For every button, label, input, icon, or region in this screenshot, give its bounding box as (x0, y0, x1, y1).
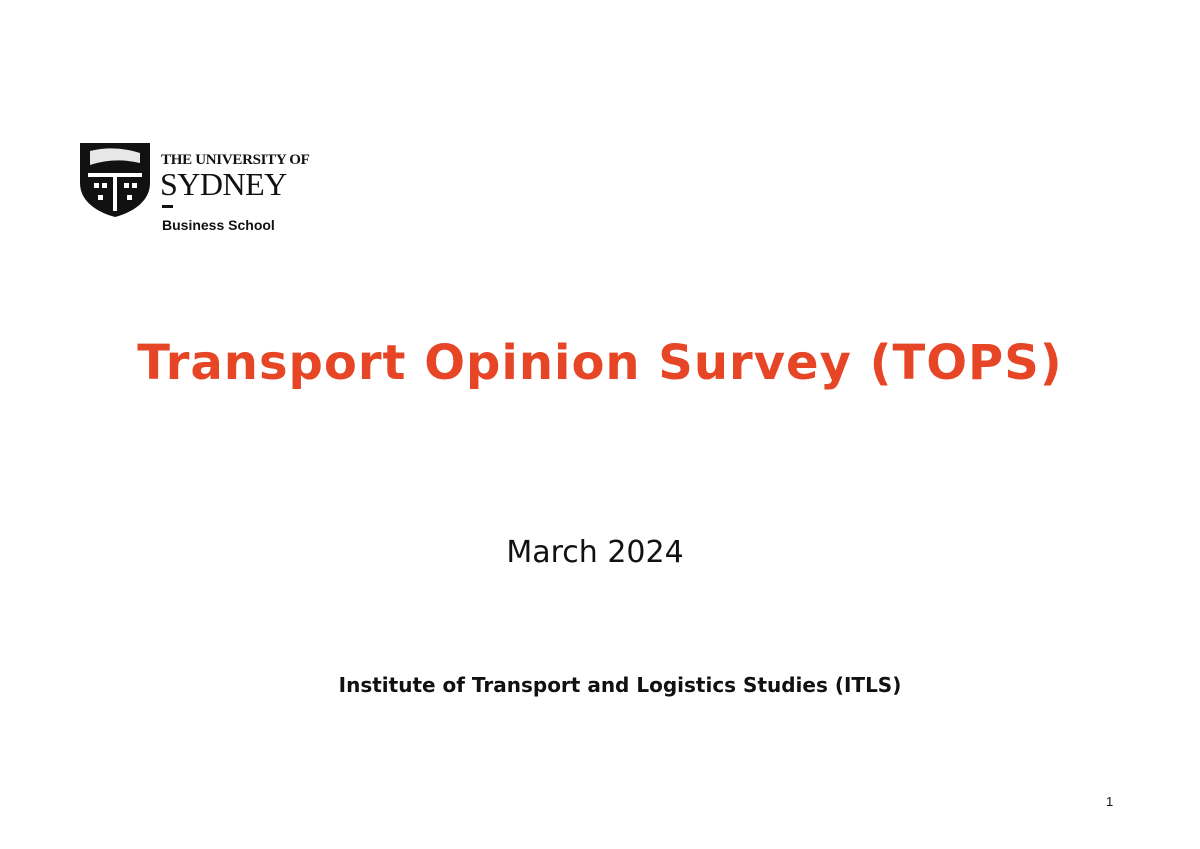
institute: Institute of Transport and Logistics Stu… (338, 673, 902, 697)
page-number: 1 (1106, 794, 1114, 809)
title: Transport Opinion Survey (TOPS) (137, 335, 1063, 391)
date: March 2024 (506, 535, 684, 570)
logo-text: SYDNEY (160, 166, 287, 202)
logo-text: THE UNIVERSITY OF (161, 152, 310, 168)
logo-dash (162, 205, 173, 208)
logo-school: Business School (162, 217, 275, 233)
logo-crest (80, 143, 150, 217)
